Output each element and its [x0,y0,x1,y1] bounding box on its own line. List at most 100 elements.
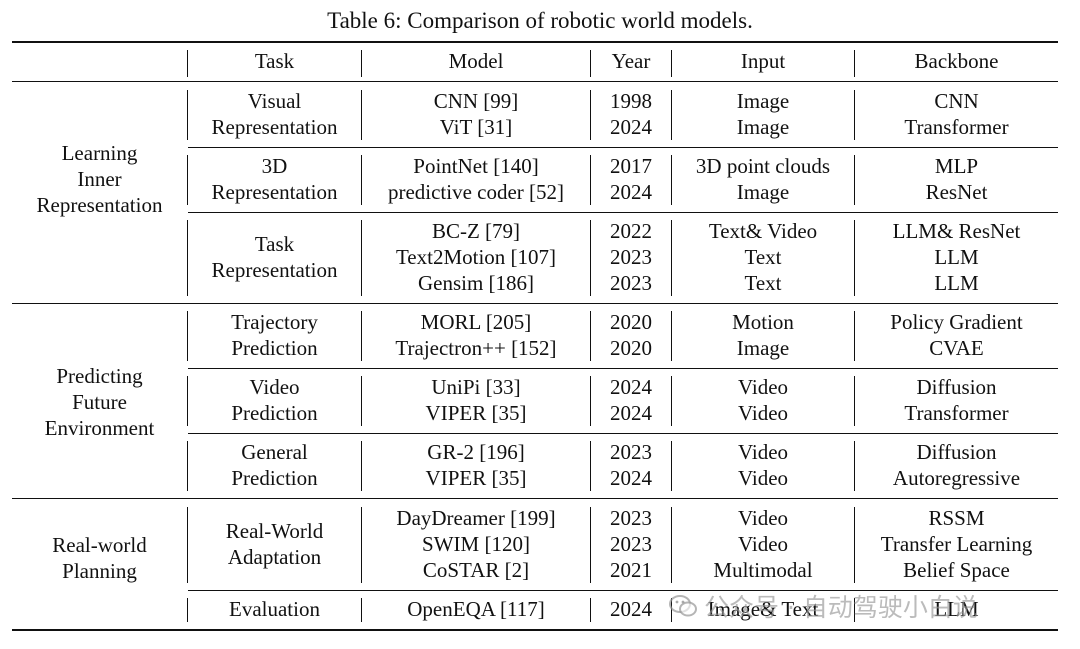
cell-model: BC-Z [79] [431,219,521,243]
cell-backbone: MLP [934,154,979,178]
table-caption: Table 6: Comparison of robotic world mod… [327,8,753,33]
cell-input: Image [736,89,790,113]
cell-backbone: ResNet [925,180,988,204]
header-input: Input [740,49,786,73]
column-divider [590,50,591,77]
cell-input: Video [737,506,789,530]
cell-input: Image [736,115,790,139]
task-label-line: Visual [247,89,302,113]
column-divider [854,155,855,205]
column-divider [187,598,188,622]
column-divider [854,311,855,361]
cell-year: 2023 [610,506,652,530]
column-divider [361,50,362,77]
column-divider [590,155,591,205]
cell-model: Text2Motion [107] [395,245,557,269]
cell-year: 2023 [610,245,652,269]
column-divider [187,441,188,491]
column-divider [187,376,188,426]
cell-input: Image [736,180,790,204]
header-rule [12,81,1058,82]
cell-model: PointNet [140] [413,154,539,178]
column-divider [361,220,362,296]
cell-model: ViT [31] [439,115,513,139]
cell-year: 2020 [610,336,652,360]
column-divider [187,507,188,583]
cell-backbone: LLM [934,245,979,269]
cell-backbone: Transfer Learning [880,532,1033,556]
task-label-line: Representation [211,115,338,139]
cell-model: Gensim [186] [417,271,535,295]
category-label: Predicting Future Environment [44,364,155,440]
cell-backbone: Belief Space [903,558,1010,582]
task-label-line: Representation [211,180,338,204]
cell-model: SWIM [120] [422,532,530,556]
group-rule [188,212,1058,213]
cell-year: 2023 [610,440,652,464]
group-rule [188,433,1058,434]
cell-year: 2022 [610,219,652,243]
column-divider [854,90,855,140]
cell-backbone: Autoregressive [892,466,1021,490]
cell-backbone: Transformer [904,401,1009,425]
cell-model: DayDreamer [199] [396,506,556,530]
cell-input: Motion [732,310,794,334]
cell-input: 3D point clouds [695,154,831,178]
cell-backbone: LLM [934,271,979,295]
cell-backbone: LLM& ResNet [892,219,1021,243]
header-task: Task [254,49,295,73]
column-divider [671,220,672,296]
cell-input: Text [744,245,782,269]
cell-backbone: Diffusion [916,440,997,464]
column-divider [671,311,672,361]
column-divider [854,598,855,622]
column-divider [671,155,672,205]
cell-backbone: CVAE [929,336,984,360]
cell-year: 2024 [610,466,652,490]
task-label: General Prediction [188,439,361,491]
bottom-rule [12,629,1058,631]
task-label: Evaluation [188,596,361,622]
column-divider [361,311,362,361]
group-rule [188,368,1058,369]
column-divider [671,441,672,491]
section-rule [12,303,1058,304]
cell-input: Video [737,466,789,490]
cell-model: VIPER [35] [425,466,527,490]
cell-model: VIPER [35] [425,401,527,425]
column-divider [671,376,672,426]
column-divider [854,507,855,583]
header-year: Year [611,49,651,73]
cell-year: 2024 [610,180,652,204]
column-divider [854,441,855,491]
category-label: Learning Inner Representation [36,141,163,217]
cell-input: Video [737,440,789,464]
column-divider [361,155,362,205]
column-divider [590,441,591,491]
column-divider [187,220,188,296]
column-divider [854,220,855,296]
column-divider [187,155,188,205]
cell-model: Trajectron++ [152] [395,336,557,360]
column-divider [671,507,672,583]
task-label-line: Evaluation [229,597,320,621]
column-divider [187,311,188,361]
cell-year: 2023 [610,271,652,295]
task-label: Visual Representation [188,88,361,140]
cell-backbone: Transformer [904,115,1009,139]
column-divider [590,507,591,583]
column-divider [187,90,188,140]
header-model: Model [448,49,504,73]
cell-year: 2024 [610,375,652,399]
task-label: Trajectory Prediction [188,309,361,361]
task-label-line: Prediction [231,336,318,360]
task-label-line: Representation [211,258,338,282]
cell-input: Image& Text [707,597,819,621]
task-label-line: Video [249,375,300,399]
task-label: 3D Representation [188,153,361,205]
cell-model: CoSTAR [2] [422,558,530,582]
column-divider [361,90,362,140]
column-divider [187,50,188,77]
cell-model: UniPi [33] [431,375,521,399]
column-divider [590,311,591,361]
